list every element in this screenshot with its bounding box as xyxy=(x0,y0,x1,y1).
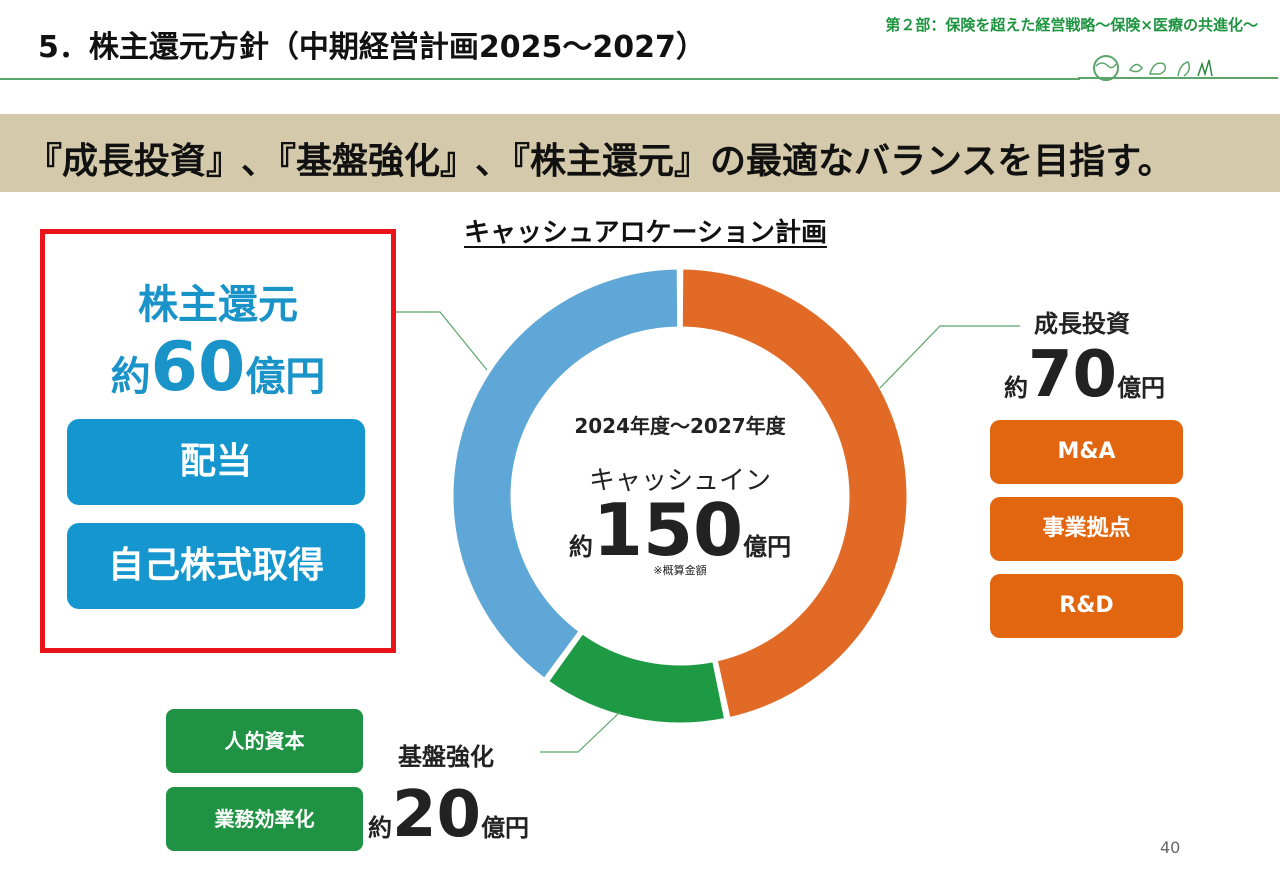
connector-returns xyxy=(392,311,488,371)
foundation-amount: 約20億円 xyxy=(368,778,529,852)
connector-foundation xyxy=(540,711,621,753)
banner-message: 『成長投資』､『基盤強化』､『株主還元』の最適なバランスを目指す。 xyxy=(26,141,1174,182)
page-title: 5．株主還元方針（中期経営計画2025～2027） xyxy=(38,30,706,65)
growth-item-rd: R&D xyxy=(990,574,1183,638)
nature-illustration-icon xyxy=(1078,55,1278,81)
returns-title: 株主還元 xyxy=(138,282,298,328)
foundation-prefix: 約 xyxy=(368,814,392,842)
returns-prefix: 約 xyxy=(110,354,151,400)
returns-item-dividend: 配当 xyxy=(67,419,365,505)
growth-prefix: 約 xyxy=(1004,374,1028,402)
growth-item-bases: 事業拠点 xyxy=(990,497,1183,561)
foundation-value: 20 xyxy=(392,778,482,852)
donut-slice-1 xyxy=(545,630,728,726)
center-note: ※概算金額 xyxy=(653,564,707,577)
chart-title: キャッシュアロケーション計画 xyxy=(464,218,827,248)
header-divider xyxy=(0,78,1080,80)
foundation-unit: 億円 xyxy=(481,814,530,842)
returns-value: 60 xyxy=(150,328,246,407)
donut-slice-0 xyxy=(679,266,910,721)
foundation-title: 基盤強化 xyxy=(398,743,494,771)
returns-item-buyback: 自己株式取得 xyxy=(67,523,365,609)
growth-item-ma: M&A xyxy=(990,420,1183,484)
center-label: キャッシュイン xyxy=(588,466,771,496)
section-subtitle: 第２部：保険を超えた経営戦略～保険×医療の共進化～ xyxy=(885,16,1258,34)
center-period: 2024年度～2027年度 xyxy=(574,414,786,438)
growth-title: 成長投資 xyxy=(1034,310,1130,338)
message-banner xyxy=(0,114,1280,192)
returns-amount: 約60億円 xyxy=(45,328,391,407)
foundation-item-human-capital: 人的資本 xyxy=(166,709,363,773)
growth-value: 70 xyxy=(1028,338,1118,412)
shareholder-returns-highlight xyxy=(40,229,396,653)
center-unit: 億円 xyxy=(743,533,792,561)
donut-slice-2 xyxy=(450,266,681,682)
growth-amount: 約70億円 xyxy=(1004,338,1165,412)
page-number: 40 xyxy=(1160,838,1181,857)
foundation-item-efficiency: 業務効率化 xyxy=(166,787,363,851)
connector-growth xyxy=(879,325,1020,389)
growth-unit: 億円 xyxy=(1117,374,1166,402)
center-prefix: 約 xyxy=(568,533,593,561)
returns-unit: 億円 xyxy=(245,354,326,400)
center-amount: 約150億円 xyxy=(510,488,850,572)
center-value: 150 xyxy=(592,488,744,572)
